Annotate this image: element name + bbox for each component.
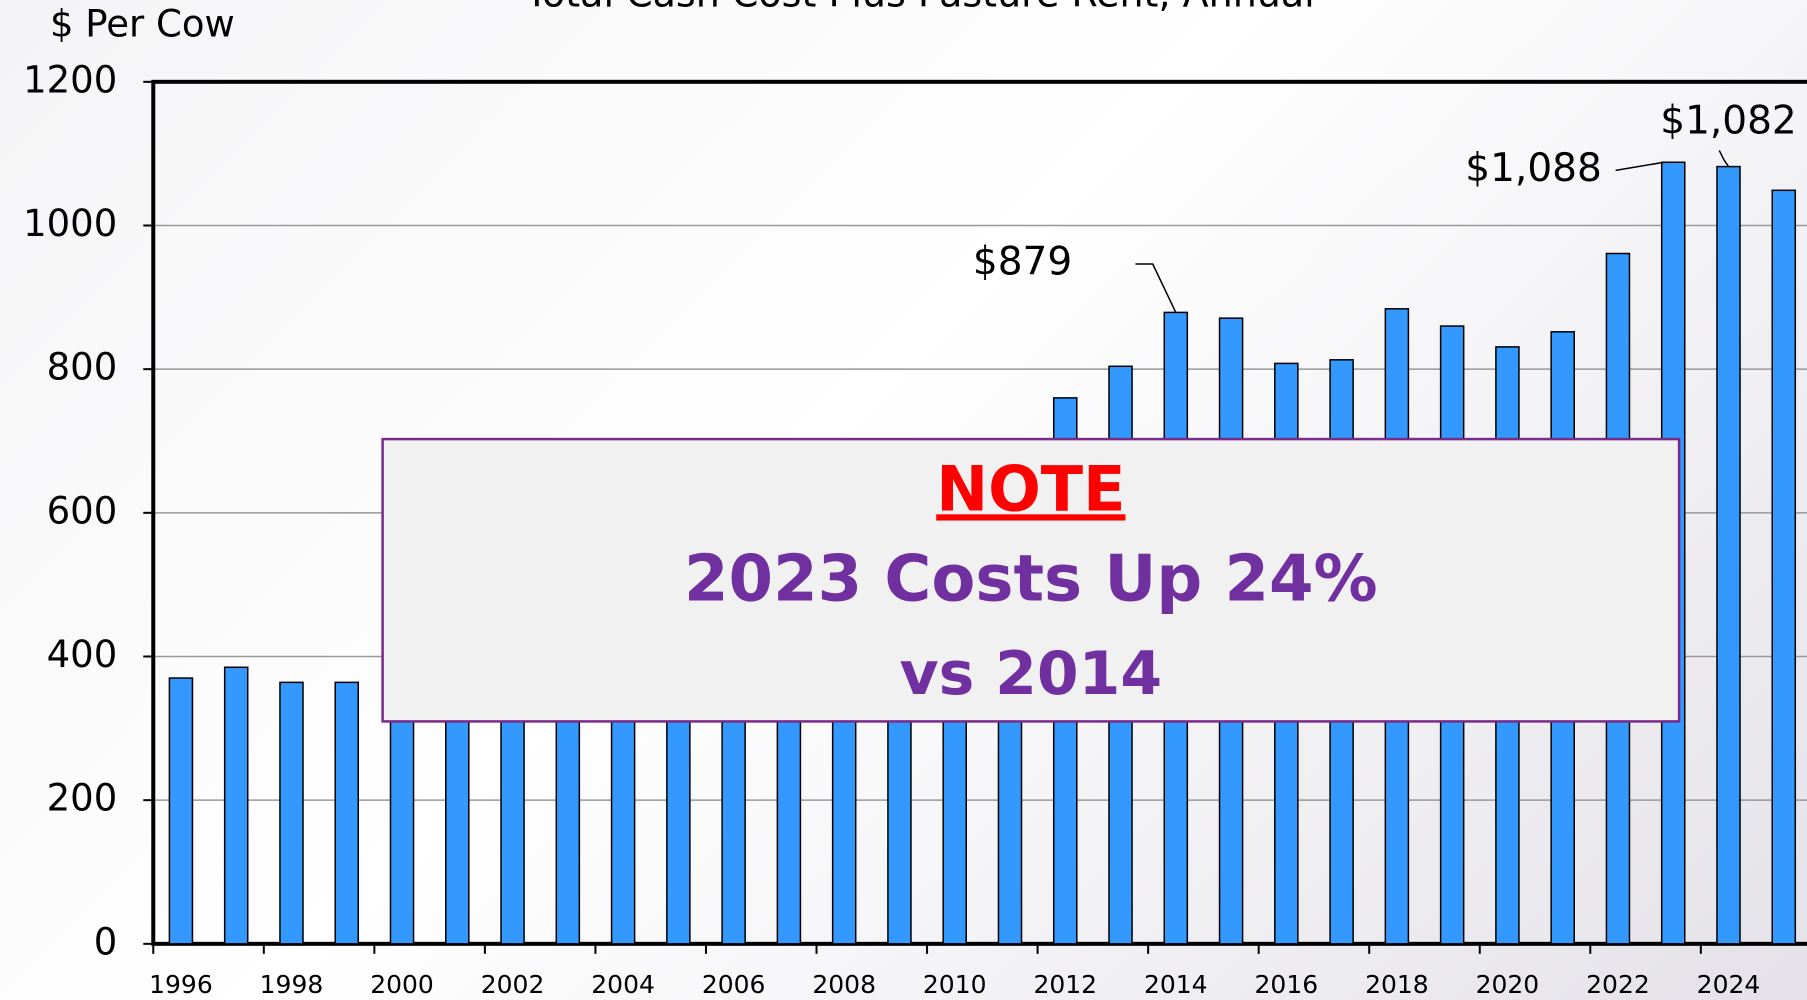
x-tick-label: 2000 [370,970,434,999]
plot-frame [151,79,1807,946]
note-heading: NOTE [936,452,1125,525]
bar [279,681,304,945]
x-tick-label: 2010 [923,970,987,999]
x-tick-label: 2012 [1033,970,1097,999]
y-tick-label: 800 [47,346,118,389]
note-line: 2023 Costs Up 24% [684,543,1378,617]
bar [1716,165,1741,945]
x-tick-label: 2002 [481,970,545,999]
x-tick-label: 2014 [1144,970,1208,999]
x-tick-label: 1996 [149,970,213,999]
x-tick-label: 2022 [1586,970,1650,999]
x-tick-label: 2004 [591,970,655,999]
bar [334,681,360,945]
x-tick-label: 2020 [1476,970,1540,999]
y-tick-label: 1200 [23,58,117,101]
bar [168,677,194,945]
leader-line [1135,263,1177,313]
value-label: $1,082 [1660,98,1796,143]
bar [1771,189,1797,945]
leader-line [1615,161,1674,172]
y-tick-label: 400 [47,633,118,676]
y-tick-label: 600 [47,489,118,532]
x-tick-label: 2006 [702,970,766,999]
chart-title: Total Cash Cost Plus Pasture Rent, Annua… [524,0,1314,16]
x-tick-label: 1998 [260,970,324,999]
x-tick-label: 2008 [812,970,876,999]
leader-line [1718,150,1730,168]
x-tick-label: 2024 [1697,970,1761,999]
y-tick-label: 1000 [23,202,117,245]
x-tick-label: 2016 [1255,970,1319,999]
value-label: $1,088 [1465,146,1601,191]
y-tick-label: 0 [94,920,118,963]
x-tick-label: 2018 [1365,970,1429,999]
note-box [381,437,1681,723]
y-tick-label: 200 [47,777,118,820]
bar [223,666,249,945]
y-axis-label: $ Per Cow [50,3,235,46]
value-label: $879 [973,240,1072,285]
note-line: vs 2014 [899,639,1162,709]
